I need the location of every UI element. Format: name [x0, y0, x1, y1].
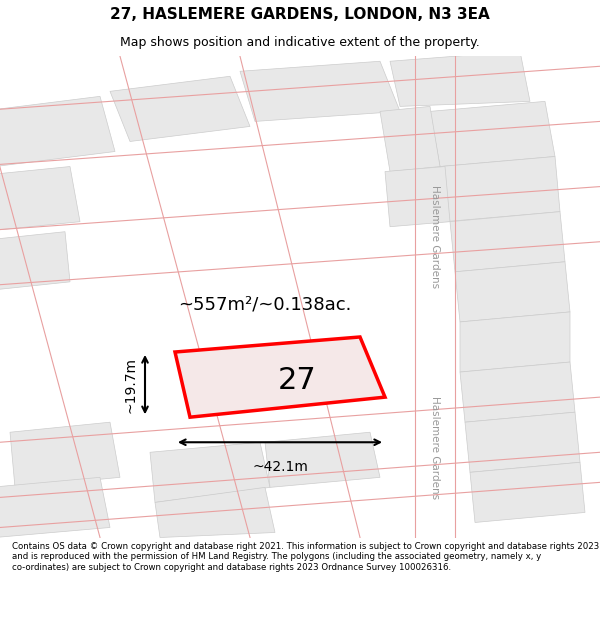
- Text: ~19.7m: ~19.7m: [123, 357, 137, 412]
- Polygon shape: [460, 312, 570, 372]
- Polygon shape: [0, 96, 115, 166]
- Polygon shape: [385, 166, 450, 227]
- Text: Contains OS data © Crown copyright and database right 2021. This information is : Contains OS data © Crown copyright and d…: [12, 542, 599, 572]
- Polygon shape: [155, 488, 275, 538]
- Polygon shape: [265, 432, 380, 488]
- Polygon shape: [460, 362, 575, 423]
- Polygon shape: [110, 76, 250, 141]
- Text: Haslemere Gardens: Haslemere Gardens: [430, 185, 440, 288]
- Polygon shape: [0, 166, 80, 232]
- Polygon shape: [440, 156, 560, 222]
- Polygon shape: [470, 462, 585, 522]
- Text: 27: 27: [278, 366, 317, 396]
- Text: 27, HASLEMERE GARDENS, LONDON, N3 3EA: 27, HASLEMERE GARDENS, LONDON, N3 3EA: [110, 6, 490, 21]
- Polygon shape: [380, 106, 440, 171]
- Polygon shape: [465, 412, 580, 472]
- Polygon shape: [0, 478, 110, 538]
- Polygon shape: [0, 232, 70, 292]
- Polygon shape: [430, 101, 555, 166]
- Text: Haslemere Gardens: Haslemere Gardens: [430, 396, 440, 499]
- Text: ~42.1m: ~42.1m: [252, 460, 308, 474]
- Polygon shape: [240, 61, 400, 121]
- Polygon shape: [390, 51, 530, 106]
- Polygon shape: [175, 337, 385, 418]
- Text: Map shows position and indicative extent of the property.: Map shows position and indicative extent…: [120, 36, 480, 49]
- Text: ~557m²/~0.138ac.: ~557m²/~0.138ac.: [178, 296, 352, 314]
- Polygon shape: [450, 212, 565, 272]
- Polygon shape: [150, 442, 270, 503]
- Polygon shape: [10, 422, 120, 488]
- Polygon shape: [455, 262, 570, 322]
